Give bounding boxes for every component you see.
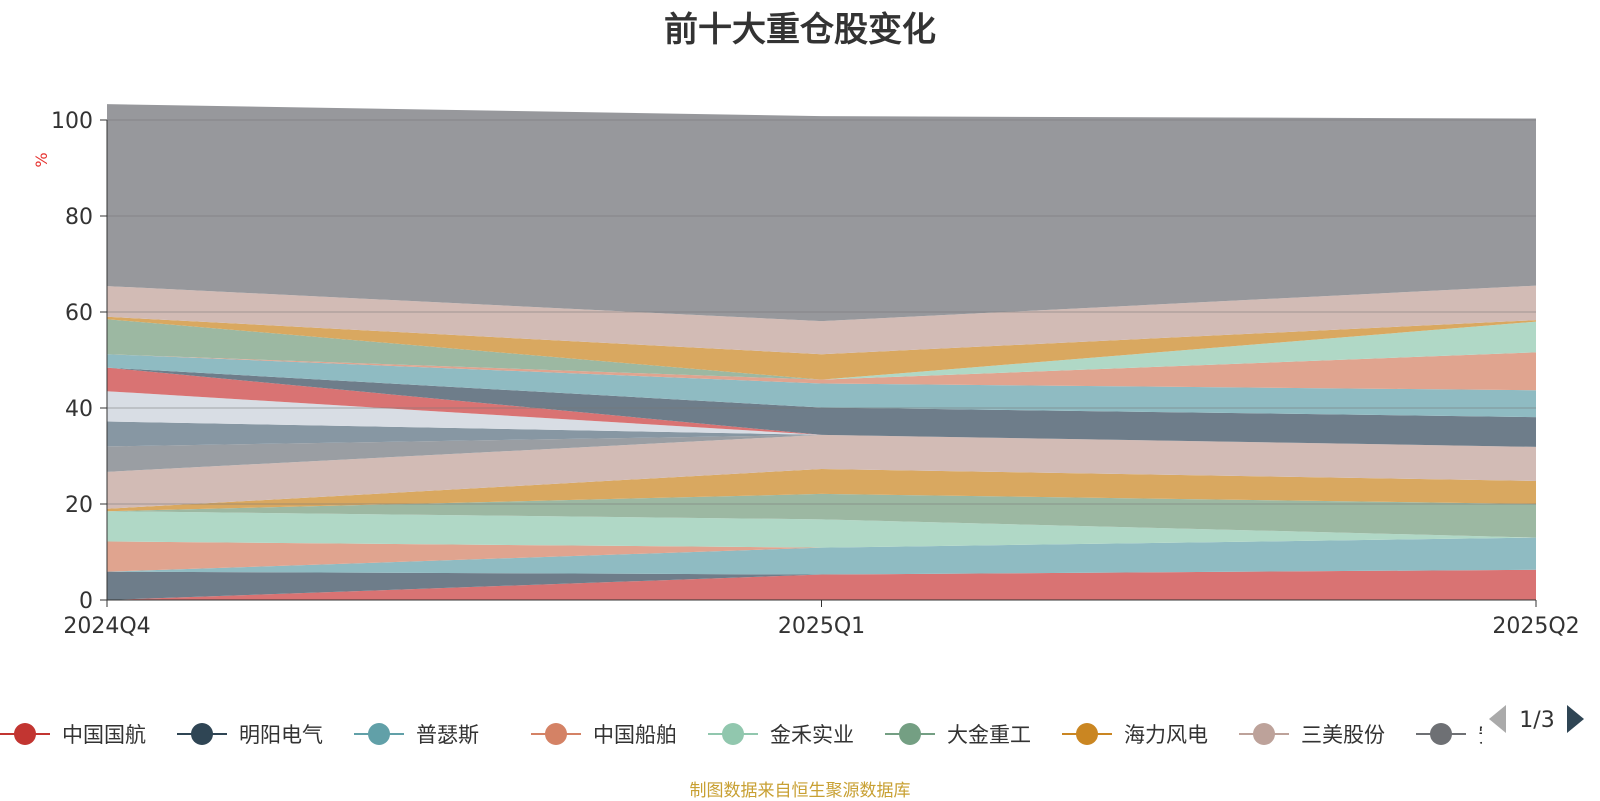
legend-items: 中国国航 明阳电气 普瑟斯 中国船舶 金禾实业 大金重工 海力风电 三美股份 安琪 — [0, 723, 1520, 747]
legend-marker-icon — [368, 723, 390, 745]
legend-item-普瑟斯[interactable]: 普瑟斯 — [354, 723, 479, 747]
legend-label: 中国船舶 — [593, 723, 677, 747]
axes: 0 20 40 60 80 100 2024Q4 2025Q1 2025Q2 — [51, 109, 1580, 639]
area-series-band-16 — [107, 321, 1536, 380]
area-series-band-17 — [107, 319, 1536, 380]
legend-label: 大金重工 — [947, 723, 1031, 747]
legend-marker-icon — [545, 723, 567, 745]
legend-label: 金禾实业 — [770, 723, 854, 747]
legend-item-明阳电气[interactable]: 明阳电气 — [177, 723, 323, 747]
area-series-金禾实业 — [107, 511, 1536, 548]
area-series-明阳电气 — [107, 569, 1536, 600]
area-series-海力风电 — [107, 468, 1536, 512]
area-series-band-12 — [107, 367, 1536, 447]
area-series-中国国航 — [107, 569, 1536, 600]
y-tick-label-0: 0 — [79, 589, 93, 614]
area-series-安琪酵母 — [107, 434, 1536, 472]
grid-lines — [107, 119, 1536, 505]
area-series-band-18 — [107, 316, 1536, 380]
legend-marker-icon — [722, 723, 744, 745]
legend-item-中国国航[interactable]: 中国国航 — [0, 723, 146, 747]
legend-marker-icon — [899, 723, 921, 745]
chart-title: 前十大重仓股变化 — [664, 10, 936, 50]
legend-label: 安琪 — [1478, 723, 1520, 747]
legend-marker-icon — [191, 723, 213, 745]
y-tick-label-80: 80 — [65, 205, 93, 230]
area-series-band-15 — [107, 352, 1536, 391]
legend-label: 普瑟斯 — [416, 723, 479, 747]
legend-marker-icon — [1253, 723, 1275, 745]
legend-label: 三美股份 — [1301, 723, 1385, 747]
legend-label: 海力风电 — [1124, 723, 1208, 747]
legend-item-三美股份[interactable]: 三美股份 — [1239, 723, 1385, 747]
legend-item-金禾实业[interactable]: 金禾实业 — [708, 723, 854, 747]
area-series-band-10 — [107, 421, 1536, 447]
area-series-band-13 — [107, 367, 1536, 447]
area-series-band-14 — [107, 354, 1536, 418]
legend-page-indicator: 1/3 — [1519, 708, 1554, 733]
x-tick-label-2025Q1: 2025Q1 — [778, 614, 865, 639]
legend: 中国国航 明阳电气 普瑟斯 中国船舶 金禾实业 大金重工 海力风电 三美股份 安琪 — [0, 723, 1520, 747]
source-note: 制图数据来自恒生聚源数据库 — [689, 781, 911, 801]
legend-label: 明阳电气 — [239, 723, 323, 747]
legend-pager: 1/3 — [1489, 705, 1584, 733]
legend-item-安琪[interactable]: 安琪 — [1416, 723, 1520, 747]
legend-marker-icon — [1076, 723, 1098, 745]
area-series-band-11 — [107, 391, 1536, 447]
area-series-中国船舶 — [107, 537, 1536, 572]
legend-marker-icon — [1430, 723, 1452, 745]
legend-next-arrow-icon[interactable] — [1567, 705, 1584, 733]
area-series-大金重工 — [107, 493, 1536, 538]
legend-item-大金重工[interactable]: 大金重工 — [885, 723, 1031, 747]
area-series-band-19 — [107, 285, 1536, 355]
legend-prev-arrow-icon[interactable] — [1489, 705, 1506, 733]
legend-label: 中国国航 — [62, 723, 146, 747]
y-tick-label-40: 40 — [65, 397, 93, 422]
area-series-band-20 — [107, 104, 1536, 322]
x-tick-label-2025Q2: 2025Q2 — [1492, 614, 1579, 639]
area-series-三美股份 — [107, 434, 1536, 509]
x-tick-label-2024Q4: 2024Q4 — [63, 614, 150, 639]
y-axis-label: % — [32, 152, 51, 167]
legend-item-中国船舶[interactable]: 中国船舶 — [531, 723, 677, 747]
area-series-普瑟斯 — [107, 537, 1536, 575]
y-tick-label-100: 100 — [51, 109, 93, 134]
legend-marker-icon — [14, 723, 36, 745]
y-tick-label-60: 60 — [65, 301, 93, 326]
chart-areas — [107, 104, 1536, 600]
y-tick-label-20: 20 — [65, 493, 93, 518]
legend-item-海力风电[interactable]: 海力风电 — [1062, 723, 1208, 747]
